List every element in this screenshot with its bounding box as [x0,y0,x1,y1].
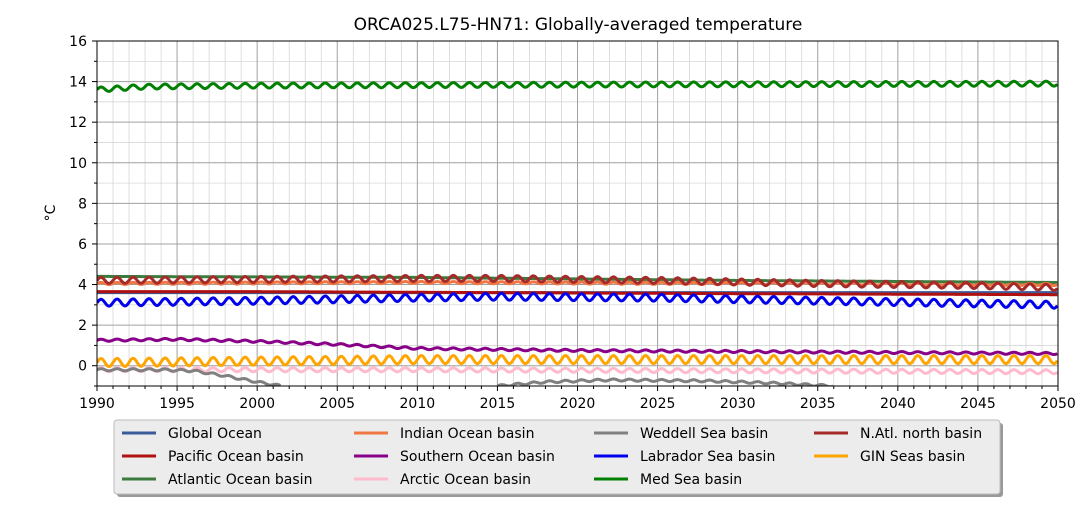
y-tick-label: 12 [69,115,87,131]
x-tick-label: 1990 [79,396,115,412]
y-tick-label: 0 [78,359,87,375]
series-line [97,354,1058,369]
chart-title: ORCA025.L75-HN71: Globally-averaged temp… [354,15,803,35]
x-tick-label: 1995 [159,396,195,412]
legend-entry: Global Ocean [168,426,262,442]
legend-entry: Atlantic Ocean basin [168,472,312,488]
series-line [97,367,834,386]
legend-entry: GIN Seas basin [860,449,965,465]
legend-entry: Indian Ocean basin [400,426,534,442]
x-tick-label: 2020 [560,396,596,412]
y-tick-label: 8 [78,196,87,212]
series-line [97,79,1058,93]
y-tick-label: 10 [69,156,87,172]
x-tick-label: 2045 [960,396,996,412]
series-line [97,273,1058,293]
series-line [97,366,1058,376]
legend-entry: Southern Ocean basin [400,449,555,465]
series-group [97,79,1058,386]
legend-entry: Med Sea basin [640,472,742,488]
series-line [97,290,1058,297]
axes-frame [96,40,1059,387]
legend-entry: Pacific Ocean basin [168,449,304,465]
x-tick-label: 2000 [239,396,275,412]
y-tick-label: 2 [78,318,87,334]
series-line [97,336,1058,356]
x-tick-label: 2040 [880,396,916,412]
x-tick-label: 2015 [480,396,516,412]
legend-entry: Arctic Ocean basin [400,472,531,488]
legend: Global Ocean Pacific Ocean basin Atlantic … [113,419,1003,497]
x-tick-label: 2025 [640,396,676,412]
legend-entry: N.Atl. north basin [860,426,982,442]
x-tick-label: 2035 [800,396,836,412]
x-tick-label: 2030 [720,396,756,412]
legend-entry: Labrador Sea basin [640,449,775,465]
x-tick-label: 2050 [1040,396,1076,412]
y-tick-label: 14 [69,75,87,91]
series-line [97,291,1058,310]
x-tick-label: 2005 [319,396,355,412]
y-tick-label: 16 [69,34,87,50]
x-tick-label: 2010 [400,396,436,412]
plot-area: 1990 1995 2000 2005 2010 2015 2020 2025 2030 2035… [69,34,1076,412]
legend-box [113,419,1001,495]
y-axis-label: °C [43,204,59,221]
legend-entry: Weddell Sea basin [640,426,768,442]
y-tick-label: 6 [78,237,87,253]
y-tick-label: 4 [78,278,87,294]
